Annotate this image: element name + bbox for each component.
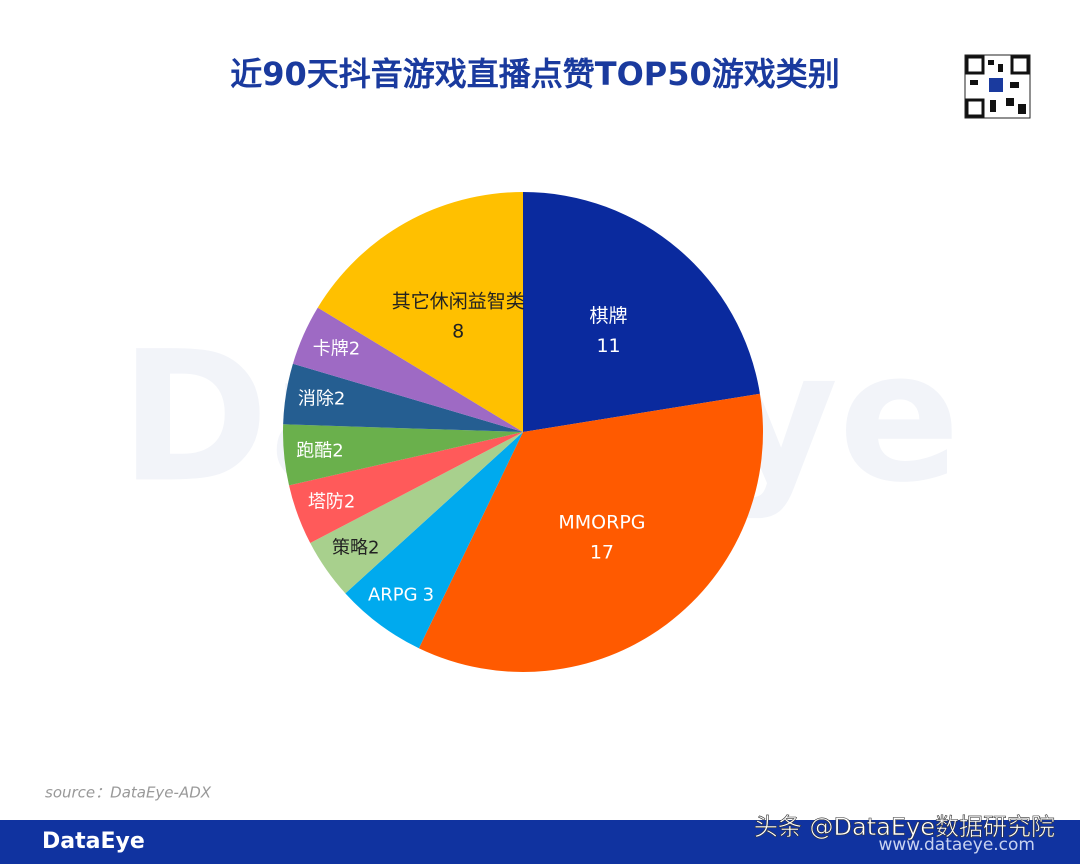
slice-label: 消除2	[298, 388, 345, 409]
slice-label-name: ARPG	[368, 584, 418, 605]
slice-label-text: 策略2	[332, 538, 379, 559]
slice-label: 塔防2	[308, 491, 355, 512]
slice-label-name: 棋牌	[590, 305, 628, 327]
slice-label-value: 8	[452, 320, 464, 342]
slice-label-value: 2	[344, 491, 355, 512]
slice-label-name: 卡牌	[313, 338, 349, 359]
slice-label-value: 2	[368, 538, 379, 559]
pie-slice	[418, 393, 764, 672]
footer-watermark: 头条 @DataEye数据研究院	[754, 813, 1055, 841]
slice-label-value: 17	[590, 541, 614, 563]
pie-slice	[317, 192, 523, 432]
slice-label-name: 策略	[332, 538, 368, 559]
slice-label-value: 3	[423, 584, 434, 605]
footer-logo: DataEye	[42, 829, 145, 854]
source-note: source：DataEye-ADX	[45, 784, 212, 802]
slice-label-name: MMORPG	[558, 511, 645, 533]
slice-label-text: 消除2	[298, 388, 345, 409]
chart-title: 近90天抖音游戏直播点赞TOP50游戏类别	[230, 55, 840, 93]
slice-label-text: 跑酷2	[296, 441, 343, 462]
pie-slice	[283, 424, 523, 486]
slice-label-value: 2	[332, 441, 343, 462]
slice-label-value: 11	[596, 335, 620, 357]
slice-label: 策略2	[332, 538, 379, 559]
slice-label-text: ARPG 3	[368, 584, 434, 605]
footer-website: www.dataeye.com	[878, 835, 1035, 855]
pie-slice	[345, 432, 523, 649]
slice-label-name: 消除	[298, 388, 334, 409]
slice-label: 其它休闲益智类 8	[392, 290, 525, 342]
slice-label-name: 其它休闲益智类	[392, 290, 525, 312]
slice-label: 棋牌 11	[590, 305, 628, 357]
slice-label: MMORPG 17	[558, 511, 645, 563]
slice-label: 跑酷2	[296, 441, 343, 462]
slice-label-value: 2	[349, 338, 360, 359]
qr-code	[964, 54, 1031, 119]
pie-slice	[310, 432, 523, 594]
pie-slice	[292, 307, 523, 432]
slice-label-text: 塔防2	[308, 491, 355, 512]
slice-label: ARPG 3	[368, 584, 434, 605]
footer-band	[0, 820, 1080, 864]
slice-label-text: 卡牌2	[313, 338, 360, 359]
slice-label-value: 2	[334, 388, 345, 409]
pie-slice	[289, 432, 523, 544]
slice-label-name: 塔防	[308, 491, 344, 512]
slice-label: 卡牌2	[313, 338, 360, 359]
pie-slice	[523, 192, 760, 432]
pie-slice	[283, 363, 523, 432]
slice-label-name: 跑酷	[296, 441, 332, 462]
